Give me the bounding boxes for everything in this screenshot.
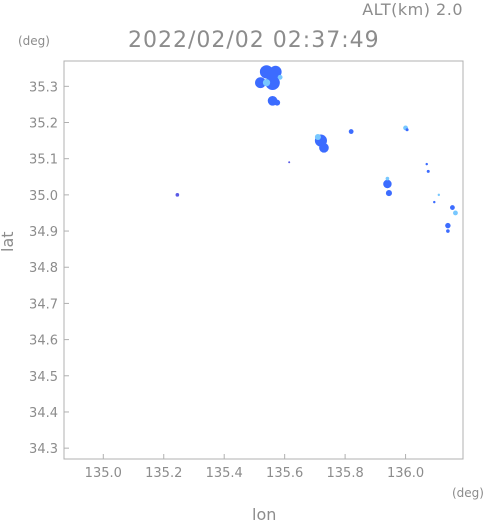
echo-cell	[446, 229, 450, 233]
x-axis: 135.0 135.2 135.4 135.6 135.8 136.0	[85, 454, 424, 481]
echo-cell	[259, 65, 274, 79]
echo-cell	[437, 193, 441, 197]
echo-cell	[255, 77, 266, 89]
y-tick-label: 35.1	[29, 153, 58, 168]
plot-frame	[63, 60, 464, 460]
y-tick-label: 34.7	[29, 297, 58, 312]
echo-cell	[288, 161, 291, 164]
y-tick-label: 34.3	[29, 442, 58, 457]
echo-cell	[385, 190, 392, 197]
x-axis-label: lon	[252, 505, 277, 524]
y-tick-label: 34.4	[29, 406, 58, 421]
y-tick-label: 34.5	[29, 370, 58, 385]
echo-cell	[262, 79, 271, 87]
x-axis-unit: (deg)	[452, 486, 484, 500]
x-tick-label: 135.8	[327, 466, 364, 481]
y-tick-label: 34.6	[29, 334, 58, 349]
x-tick-label: 135.4	[206, 466, 243, 481]
echo-cell	[265, 75, 280, 90]
y-tick-label: 34.8	[29, 261, 58, 276]
echo-cell	[385, 176, 390, 181]
echo-cell	[314, 133, 321, 141]
echo-cell	[348, 129, 354, 134]
echo-cell	[445, 222, 451, 229]
y-tick-label: 35.0	[29, 189, 58, 204]
x-tick-label: 136.0	[387, 466, 424, 481]
echo-cell	[175, 193, 180, 197]
altitude-label: ALT(km) 2.0	[362, 0, 463, 19]
echo-cells	[175, 65, 458, 233]
echo-cell	[383, 179, 392, 189]
timestamp-title: 2022/02/02 02:37:49	[128, 28, 380, 53]
y-tick-label: 35.3	[29, 80, 58, 95]
echo-cell	[450, 205, 455, 210]
echo-cell	[319, 143, 329, 153]
echo-cell	[274, 99, 281, 106]
y-axis: 34.3 34.4 34.5 34.6 34.7 34.8 34.9 35.0 35.1 35.2…	[29, 80, 69, 457]
x-tick-label: 135.2	[145, 466, 182, 481]
echo-cell	[277, 74, 283, 80]
echo-cell	[405, 128, 409, 132]
y-axis-unit: (deg)	[18, 34, 50, 48]
echo-cell	[269, 65, 282, 78]
y-tick-label: 35.2	[29, 117, 58, 132]
echo-cell	[433, 200, 436, 204]
echo-cell	[453, 210, 458, 216]
x-tick-label: 135.6	[266, 466, 303, 481]
echo-cell	[426, 169, 430, 173]
echo-cell	[425, 162, 428, 166]
y-tick-label: 34.9	[29, 225, 58, 240]
x-tick-label: 135.0	[85, 466, 122, 481]
